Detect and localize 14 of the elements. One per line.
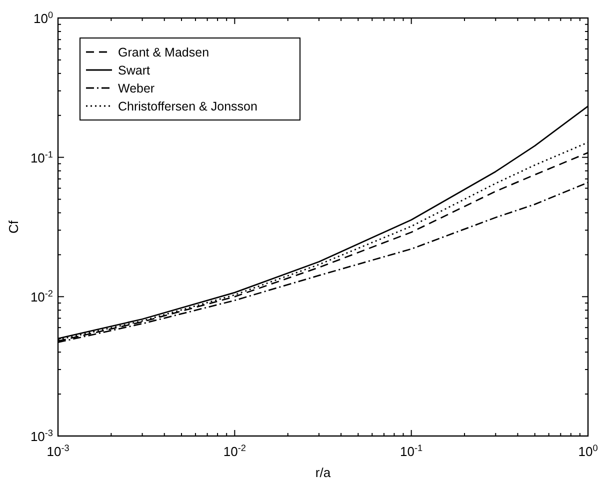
x-tick-label: 10$^{-1}$ <box>400 443 423 459</box>
legend-label: Weber <box>118 82 155 96</box>
x-tick-label: 10$^{0}$ <box>578 443 598 459</box>
x-tick-label: 10$^{-2}$ <box>223 443 246 459</box>
legend-label: Grant & Madsen <box>118 46 210 60</box>
x-axis-title: r/a <box>315 465 332 480</box>
x-tick-label: 10$^{-3}$ <box>46 443 70 459</box>
y-tick-label: 10$^{-1}$ <box>30 149 53 166</box>
y-tick-label: 10$^{-2}$ <box>30 288 53 305</box>
legend-label: Christoffersen & Jonsson <box>118 100 258 114</box>
legend-label: Swart <box>118 64 150 78</box>
y-axis-title: Cf <box>6 220 21 234</box>
y-tick-label: 10$^{0}$ <box>33 10 53 26</box>
y-tick-label: 10$^{-3}$ <box>30 428 53 444</box>
